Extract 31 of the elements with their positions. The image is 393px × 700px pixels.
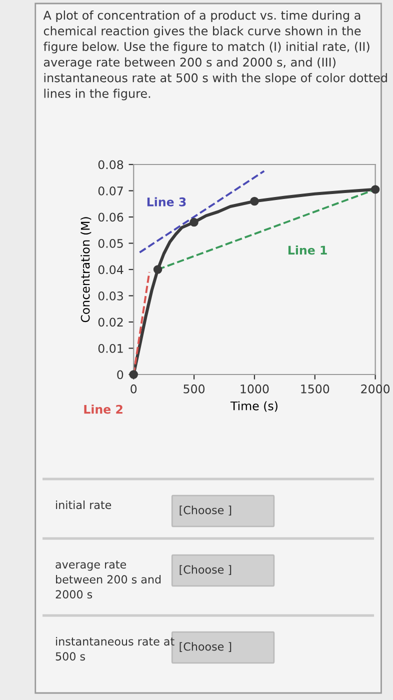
y-tick-label: 0.02 (98, 318, 123, 327)
point (190, 218, 198, 227)
point (129, 370, 138, 379)
text: [Choose ] (180, 506, 232, 516)
text: Line 2 (84, 404, 122, 414)
y-tick-label: 0.03 (98, 291, 123, 300)
point (370, 185, 380, 194)
x-axis-title: Time (s) (230, 401, 278, 412)
y-tick-label: 0.05 (98, 238, 123, 248)
text: [Choose ] (180, 565, 232, 576)
y-tick-label: 0.06 (98, 212, 124, 222)
series-label: Line 3 (147, 197, 186, 206)
x-tick-label: 1000 (240, 384, 269, 394)
point (250, 196, 259, 206)
text: average rate between 200 s and 2000 s (56, 560, 161, 599)
y-tick-label: 0.08 (98, 160, 124, 170)
x-tick-label: 0 (130, 384, 137, 394)
text: [Choose ] (180, 642, 232, 652)
point (153, 265, 162, 274)
y-tick-label: 0 (117, 370, 124, 380)
series-label: Line 1 (288, 246, 327, 255)
y-tick-label: 0.01 (98, 344, 123, 353)
text: instantaneous rate at 500 s (56, 637, 174, 661)
x-tick-label: 2000 (361, 384, 390, 394)
y-tick-label: 0.07 (98, 186, 123, 196)
y-tick-label: 0.04 (98, 265, 124, 274)
x-tick-label: 1500 (301, 384, 330, 394)
chart-title: A plot of concentration of a product vs. time during a chemical reaction gives the black curve shown in the figure below. Use the figure to match (I) initial rate, (II) average rate between 200 s and 2000 s, and (III) instantaneous rate at 500 s with the slope of color dotted lines in the figure. (43, 10, 387, 100)
x-tick-label: 500 (184, 384, 205, 394)
text: initial rate (56, 500, 112, 510)
y-axis-title: Concentration (M) (80, 217, 92, 322)
